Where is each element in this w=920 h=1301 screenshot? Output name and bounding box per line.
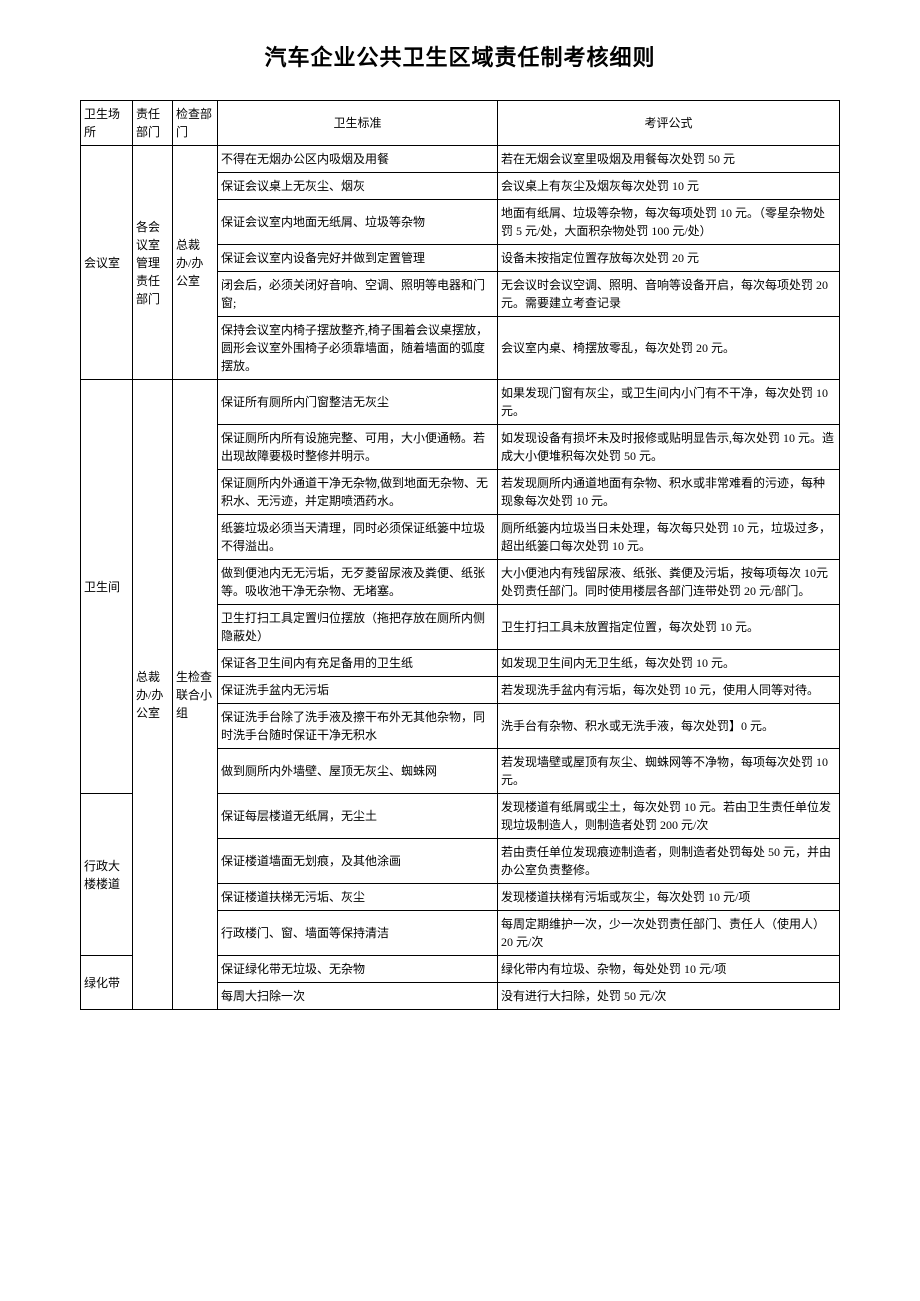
cell-std: 保证绿化带无垃圾、无杂物 [218,956,498,983]
cell-eval: 发现楼道扶梯有污垢或灰尘，每次处罚 10 元/项 [498,884,840,911]
cell-place: 绿化带 [81,956,133,1010]
cell-std: 做到厕所内外墙壁、屋顶无灰尘、蜘蛛网 [218,749,498,794]
cell-eval: 卫生打扫工具未放置指定位置，每次处罚 10 元。 [498,605,840,650]
cell-eval: 如发现设备有损坏未及时报修或贴明显告示,每次处罚 10 元。造成大小便堆积每次处… [498,425,840,470]
col-header-standard: 卫生标准 [218,101,498,146]
page-title: 汽车企业公共卫生区域责任制考核细则 [80,40,840,72]
cell-eval: 设备未按指定位置存放每次处罚 20 元 [498,245,840,272]
col-header-eval: 考评公式 [498,101,840,146]
cell-eval: 会议桌上有灰尘及烟灰每次处罚 10 元 [498,173,840,200]
cell-std: 每周大扫除一次 [218,983,498,1010]
cell-std: 保证所有厕所内门窗整洁无灰尘 [218,380,498,425]
cell-std: 保证洗手盆内无污垢 [218,677,498,704]
col-header-check: 检查部门 [173,101,218,146]
cell-eval: 若发现厕所内通道地面有杂物、积水或非常难看的污迹，每种现象每次处罚 10 元。 [498,470,840,515]
cell-eval: 若在无烟会议室里吸烟及用餐每次处罚 50 元 [498,146,840,173]
cell-resp: 各会议室管理责任部门 [133,146,173,380]
cell-std: 保证楼道墙面无划痕，及其他涂画 [218,839,498,884]
table-header-row: 卫生场所 责任部门 检查部门 卫生标准 考评公式 [81,101,840,146]
cell-eval: 洗手台有杂物、积水或无洗手液，每次处罚】0 元。 [498,704,840,749]
cell-check: 总裁办/办公室 [173,146,218,380]
cell-std: 保证会议室内地面无纸屑、垃圾等杂物 [218,200,498,245]
table-row: 卫生间 总裁办/办公室 生检查联合小组 保证所有厕所内门窗整洁无灰尘 如果发现门… [81,380,840,425]
cell-std: 保证会议室内设备完好并做到定置管理 [218,245,498,272]
cell-std: 保证楼道扶梯无污垢、灰尘 [218,884,498,911]
cell-std: 卫生打扫工具定置归位摆放（拖把存放在厕所内侧隐蔽处） [218,605,498,650]
cell-eval: 如发现卫生间内无卫生纸，每次处罚 10 元。 [498,650,840,677]
cell-place: 行政大楼楼道 [81,794,133,956]
cell-eval: 会议室内桌、椅摆放零乱，每次处罚 20 元。 [498,317,840,380]
table-row: 会议室 各会议室管理责任部门 总裁办/办公室 不得在无烟办公区内吸烟及用餐 若在… [81,146,840,173]
cell-std: 保证洗手台除了洗手液及擦干布外无其他杂物，同时洗手台随时保证干净无积水 [218,704,498,749]
cell-resp: 总裁办/办公室 [133,380,173,1010]
cell-std: 保证厕所内所有设施完整、可用，大小便通畅。若出现故障要极时整修并明示。 [218,425,498,470]
cell-eval: 大小便池内有残留尿液、纸张、粪便及污垢，按每项每次 10元处罚责任部门。同时使用… [498,560,840,605]
assessment-table: 卫生场所 责任部门 检查部门 卫生标准 考评公式 会议室 各会议室管理责任部门 … [80,100,840,1010]
table-body: 会议室 各会议室管理责任部门 总裁办/办公室 不得在无烟办公区内吸烟及用餐 若在… [81,146,840,1010]
cell-eval: 若发现墙壁或屋顶有灰尘、蜘蛛网等不净物，每项每次处罚 10 元。 [498,749,840,794]
cell-std: 保证厕所内外通道干净无杂物,做到地面无杂物、无积水、无污迹，并定期喷洒药水。 [218,470,498,515]
cell-place: 卫生间 [81,380,133,794]
cell-eval: 无会议时会议空调、照明、音响等设备开启，每次每项处罚 20 元。需要建立考查记录 [498,272,840,317]
cell-eval: 绿化带内有垃圾、杂物，每处处罚 10 元/项 [498,956,840,983]
cell-eval: 地面有纸屑、垃圾等杂物，每次每项处罚 10 元。（零星杂物处罚 5 元/处，大面… [498,200,840,245]
cell-std: 行政楼门、窗、墙面等保持清洁 [218,911,498,956]
cell-std: 保证会议桌上无灰尘、烟灰 [218,173,498,200]
col-header-resp: 责任部门 [133,101,173,146]
cell-eval: 若由责任单位发现痕迹制造者，则制造者处罚每处 50 元，并由办公室负责整修。 [498,839,840,884]
cell-std: 保证各卫生间内有充足备用的卫生纸 [218,650,498,677]
cell-check: 生检查联合小组 [173,380,218,1010]
cell-std: 闭会后，必须关闭好音响、空调、照明等电器和门窗; [218,272,498,317]
cell-eval: 厕所纸篓内垃圾当日未处理，每次每只处罚 10 元，垃圾过多，超出纸篓口每次处罚 … [498,515,840,560]
cell-eval: 发现楼道有纸屑或尘土，每次处罚 10 元。若由卫生责任单位发现垃圾制造人，则制造… [498,794,840,839]
cell-std: 做到便池内无无污垢，无歹菱留尿液及粪便、纸张等。吸收池干净无杂物、无堵塞。 [218,560,498,605]
cell-std: 不得在无烟办公区内吸烟及用餐 [218,146,498,173]
col-header-place: 卫生场所 [81,101,133,146]
cell-std: 保持会议室内椅子摆放整齐,椅子围着会议桌摆放，圆形会议室外围椅子必须靠墙面，随着… [218,317,498,380]
cell-eval: 若发现洗手盆内有污垢，每次处罚 10 元，使用人同等对待。 [498,677,840,704]
cell-eval: 没有进行大扫除，处罚 50 元/次 [498,983,840,1010]
cell-eval: 如果发现门窗有灰尘，或卫生间内小门有不干净，每次处罚 10 元。 [498,380,840,425]
cell-place: 会议室 [81,146,133,380]
cell-std: 纸篓垃圾必须当天清理，同时必须保证纸篓中垃圾不得溢出。 [218,515,498,560]
cell-std: 保证每层楼道无纸屑，无尘土 [218,794,498,839]
cell-eval: 每周定期维护一次，少一次处罚责任部门、责任人（使用人）20 元/次 [498,911,840,956]
